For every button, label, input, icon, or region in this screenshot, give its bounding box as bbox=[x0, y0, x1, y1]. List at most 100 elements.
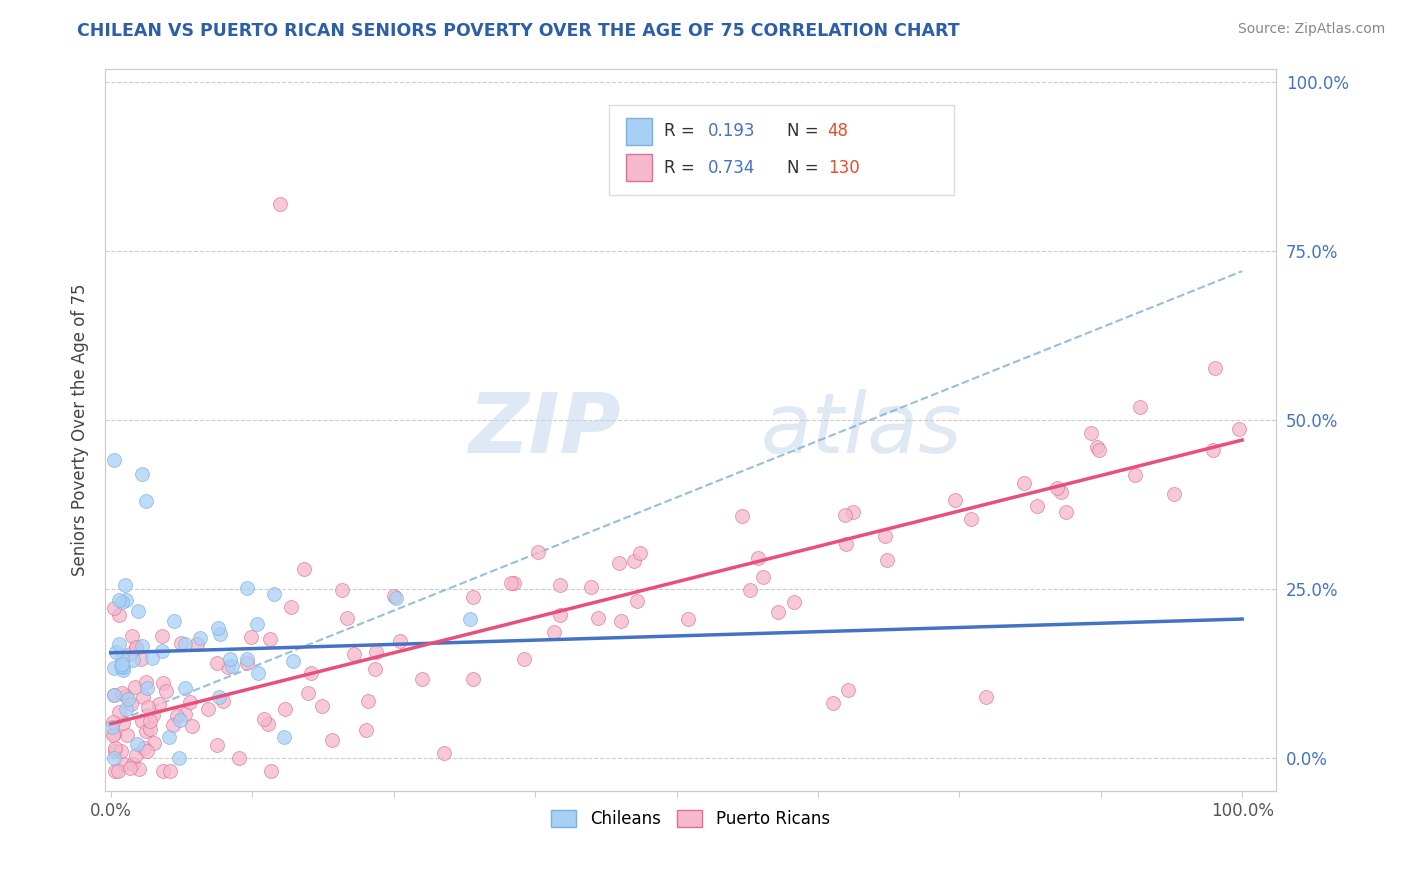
Point bbox=[103, 750, 125, 764]
Point bbox=[1025, 499, 1047, 513]
Point bbox=[841, 505, 863, 519]
Point bbox=[108, 608, 131, 623]
Text: R =: R = bbox=[664, 159, 700, 177]
Point bbox=[136, 700, 159, 714]
Point bbox=[388, 634, 411, 648]
Text: CHILEAN VS PUERTO RICAN SENIORS POVERTY OVER THE AGE OF 75 CORRELATION CHART: CHILEAN VS PUERTO RICAN SENIORS POVERTY … bbox=[77, 22, 960, 40]
Point bbox=[747, 550, 769, 565]
Point bbox=[157, 731, 180, 745]
Point bbox=[131, 467, 153, 481]
Point bbox=[499, 575, 522, 590]
Point bbox=[610, 614, 633, 628]
Point bbox=[463, 591, 485, 605]
Point bbox=[128, 762, 150, 776]
Text: 0.734: 0.734 bbox=[709, 159, 755, 177]
Point bbox=[205, 738, 228, 752]
Point bbox=[124, 680, 146, 694]
Point bbox=[297, 686, 319, 700]
Point bbox=[219, 652, 242, 666]
Point bbox=[330, 582, 353, 597]
Point bbox=[586, 610, 609, 624]
Point bbox=[121, 653, 143, 667]
Point bbox=[1080, 425, 1102, 440]
Point bbox=[357, 694, 380, 708]
Point bbox=[103, 688, 125, 702]
Point bbox=[101, 715, 124, 730]
Point bbox=[103, 601, 125, 615]
Point bbox=[543, 624, 565, 639]
Point bbox=[382, 589, 405, 603]
Text: N =: N = bbox=[787, 122, 824, 140]
Point bbox=[246, 616, 269, 631]
Point bbox=[103, 660, 125, 674]
Point bbox=[1049, 485, 1071, 500]
Point bbox=[125, 737, 148, 751]
Point bbox=[112, 716, 135, 731]
Point bbox=[321, 733, 343, 747]
Point bbox=[121, 629, 143, 643]
Point bbox=[110, 659, 132, 673]
Point bbox=[111, 663, 134, 677]
Point bbox=[124, 641, 146, 656]
Point bbox=[873, 529, 896, 543]
Point bbox=[433, 746, 456, 760]
Point bbox=[115, 728, 138, 742]
Point bbox=[354, 723, 377, 737]
Text: R =: R = bbox=[664, 122, 700, 140]
Point bbox=[253, 712, 276, 726]
Point bbox=[104, 741, 127, 756]
Point bbox=[235, 582, 257, 596]
Point bbox=[152, 675, 174, 690]
Point bbox=[111, 652, 134, 666]
Point bbox=[135, 681, 157, 695]
Point bbox=[876, 552, 898, 566]
Point bbox=[526, 545, 548, 559]
Point bbox=[1087, 442, 1109, 457]
Point bbox=[163, 614, 186, 628]
Point bbox=[607, 556, 630, 570]
Point bbox=[628, 546, 651, 560]
Point bbox=[104, 764, 127, 778]
Text: 48: 48 bbox=[828, 122, 849, 140]
Point bbox=[134, 741, 156, 756]
Point bbox=[169, 713, 191, 727]
Point bbox=[384, 591, 406, 606]
Point bbox=[1054, 504, 1077, 518]
Point bbox=[186, 637, 208, 651]
Point bbox=[974, 690, 997, 704]
Point bbox=[101, 728, 124, 742]
Point bbox=[179, 695, 201, 709]
Point bbox=[208, 627, 231, 641]
Point bbox=[752, 570, 775, 584]
Text: 130: 130 bbox=[828, 159, 859, 177]
Point bbox=[236, 657, 259, 671]
Point bbox=[150, 629, 173, 643]
Point bbox=[136, 744, 159, 758]
Text: atlas: atlas bbox=[761, 390, 963, 470]
Point bbox=[197, 702, 219, 716]
Point bbox=[174, 706, 197, 721]
Point bbox=[108, 593, 131, 607]
Point bbox=[104, 645, 127, 659]
Point bbox=[135, 493, 157, 508]
Point bbox=[110, 744, 132, 758]
Point bbox=[281, 654, 304, 668]
Point bbox=[240, 630, 263, 644]
Point bbox=[235, 651, 257, 665]
Point bbox=[103, 688, 125, 702]
Point bbox=[131, 714, 153, 728]
Point bbox=[103, 453, 125, 467]
Point bbox=[180, 719, 202, 733]
FancyBboxPatch shape bbox=[626, 153, 652, 181]
Point bbox=[139, 723, 162, 737]
Point bbox=[127, 604, 149, 618]
Point bbox=[259, 632, 281, 647]
Point bbox=[112, 757, 135, 772]
Point bbox=[150, 643, 173, 657]
Point bbox=[101, 720, 124, 734]
Point bbox=[188, 631, 211, 645]
Point bbox=[103, 727, 125, 741]
Point bbox=[117, 692, 139, 706]
Point bbox=[115, 702, 138, 716]
Point bbox=[131, 640, 153, 654]
